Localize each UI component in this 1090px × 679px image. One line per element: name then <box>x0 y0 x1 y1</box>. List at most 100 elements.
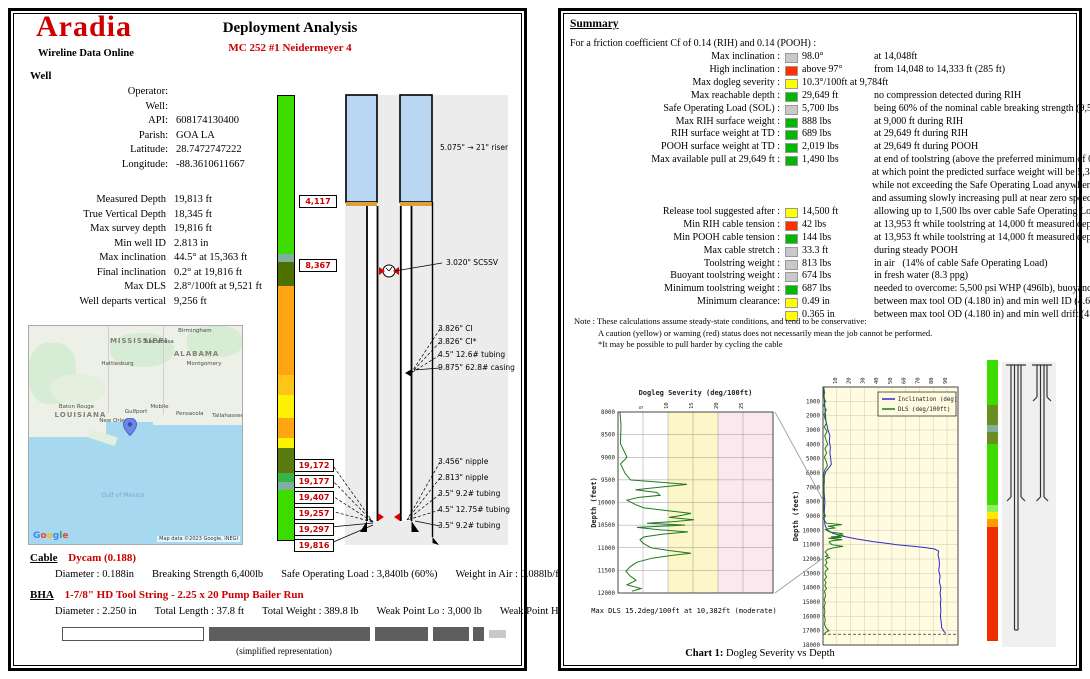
severity-colorbar-small <box>987 360 998 641</box>
summary-row-value: above 97° <box>802 63 843 75</box>
cable-heading-label: Cable <box>30 552 58 564</box>
svg-text:70: 70 <box>915 377 921 384</box>
summary-row-label: Release tool suggested after : <box>662 205 780 217</box>
severity-segment <box>278 438 294 449</box>
status-swatch <box>785 91 798 102</box>
summary-row-desc: at 13,953 ft while toolstring at 14,000 … <box>874 218 1090 230</box>
svg-text:9000: 9000 <box>806 514 820 520</box>
google-logo[interactable]: Google <box>33 531 69 541</box>
summary-row-value: 14,500 ft <box>802 205 839 217</box>
svg-text:17000: 17000 <box>803 629 821 635</box>
map-label-state: LOUISIANA <box>54 411 107 420</box>
summary-row-label: Toolstring weight : <box>704 257 780 269</box>
info-label: Measured Depth <box>96 194 166 205</box>
info-row: Parish: GOA LA <box>30 129 245 144</box>
summary-row-value: 29,649 ft <box>802 89 839 101</box>
toolstring-caption: (simplified representation) <box>236 646 332 656</box>
summary-row-label: Max cable stretch : <box>703 244 780 256</box>
info-value: 0.2° at 19,816 ft <box>174 266 243 278</box>
completion-annotation: 3.826" CI* <box>438 337 477 346</box>
severity-segment <box>278 285 294 376</box>
summary-row-value: 2,019 lbs <box>802 141 839 153</box>
svg-text:Inclination (deg): Inclination (deg) <box>898 397 957 403</box>
status-swatch <box>785 298 798 309</box>
spec-item: Weak Point Hi : 3,200 lb <box>499 606 605 617</box>
summary-row: Max cable stretch : 33.3 ft during steady … <box>568 245 1080 258</box>
scssv-valve-mark <box>388 266 393 272</box>
summary-row-desc: needed to overcome: 5,500 psi WHP (496lb… <box>874 283 1090 295</box>
svg-text:DLS (deg/100ft): DLS (deg/100ft) <box>898 407 950 413</box>
map-louisiana-coast <box>29 417 106 438</box>
svg-text:10000: 10000 <box>803 528 821 534</box>
svg-text:11000: 11000 <box>598 546 616 552</box>
summary-row-value: 10.3°/100ft at 9,784ft <box>802 76 889 88</box>
spec-item: Total Weight : 389.8 lb <box>262 606 359 617</box>
info-label: Max DLS <box>124 281 166 292</box>
summary-row-label: RIH surface weight at TD : <box>671 128 780 140</box>
svg-text:25: 25 <box>739 402 745 409</box>
depth-marker-box: 19,816 <box>294 539 334 552</box>
riser-annotation: 5.075" → 21" riser <box>440 143 509 152</box>
scssv-leader-line <box>394 262 443 272</box>
status-swatch <box>785 104 798 115</box>
status-swatch <box>785 285 798 296</box>
summary-row: Max inclination : 98.0° at 14,048ft <box>568 51 1080 64</box>
summary-intro: For a friction coefficient Cf of 0.14 (R… <box>570 38 817 49</box>
summary-row: Max RIH surface weight : 888 lbs at 9,000 … <box>568 116 1080 129</box>
map-label-water: Gulf of Mexico <box>101 491 145 499</box>
summary-row: Min RIH cable tension : 42 lbs at 13,953 f… <box>568 218 1090 232</box>
status-swatch <box>785 65 798 76</box>
info-label: Final inclination <box>96 266 166 278</box>
completion-annotation: 3.5" 9.2# tubing <box>438 521 501 530</box>
location-map[interactable]: MISSISSIPPI ALABAMA LOUISIANA Birmingham Tus… <box>28 325 243 545</box>
summary-row-label: Min POOH cable tension : <box>673 231 780 243</box>
info-row: Max survey depth 19,816 ft <box>14 222 262 237</box>
severity-segment <box>278 262 294 286</box>
toolstring-segment-dark <box>472 627 485 641</box>
map-pin-icon[interactable] <box>122 417 137 436</box>
svg-text:16000: 16000 <box>803 614 821 620</box>
svg-text:Depth (feet): Depth (feet) <box>590 477 598 528</box>
severity-segment <box>987 424 998 432</box>
summary-row: 0.365 in between max tool OD (4.180 in) a… <box>568 309 1090 322</box>
toolstring-segment-light <box>488 630 507 638</box>
summary-row-value: 5,700 lbs <box>802 102 839 114</box>
summary-row-desc: in fresh water (8.3 ppg) <box>874 270 969 282</box>
status-swatch <box>785 78 798 89</box>
summary-row-value: 144 lbs <box>802 231 832 243</box>
svg-text:8000: 8000 <box>806 500 820 506</box>
map-label-city: Baton Rouge <box>58 404 95 411</box>
svg-text:10: 10 <box>664 402 670 409</box>
map-terrain-patch <box>109 332 174 368</box>
summary-row-label: Min RIH cable tension : <box>683 218 780 230</box>
summary-row-label: Max dogleg severity : <box>692 76 780 88</box>
company-tagline: Wireline Data Online <box>38 48 134 59</box>
map-label-state: ALABAMA <box>173 349 220 358</box>
leader-line <box>406 461 441 521</box>
map-label-city: New Orleans <box>99 417 135 424</box>
info-value: 19,816 ft <box>174 223 212 234</box>
svg-text:6000: 6000 <box>806 471 820 477</box>
svg-text:18000: 18000 <box>803 643 821 649</box>
summary-row-label: Max reachable depth : <box>690 89 780 101</box>
svg-text:2000: 2000 <box>806 414 820 420</box>
info-value: 2.813 in <box>174 237 209 249</box>
severity-segment <box>278 481 294 490</box>
svg-text:10500: 10500 <box>598 523 616 529</box>
severity-segment <box>987 360 998 405</box>
summary-row: Minimum clearance: 0.49 in between max too… <box>568 296 1090 309</box>
info-row: Measured Depth 19,813 ft <box>14 193 262 208</box>
severity-segment <box>987 444 998 505</box>
svg-text:5: 5 <box>639 406 645 409</box>
summary-row-value: 888 lbs <box>802 115 832 127</box>
svg-text:11000: 11000 <box>803 543 821 549</box>
summary-row-value: 1,490 lbs <box>802 154 839 166</box>
map-terrain-patch <box>186 326 242 357</box>
spec-item: Safe Operating Load : 3,840lb (60%) <box>281 569 438 580</box>
well-info-list: Operator: Well: API: 608174130400 Parish: GOA… <box>30 85 245 172</box>
status-swatch <box>785 117 798 128</box>
svg-text:30: 30 <box>860 377 866 384</box>
summary-row: Toolstring weight : 813 lbs in air (14% of… <box>568 258 1080 271</box>
toolstring-segment-dark <box>208 627 371 641</box>
summary-row-desc: from 14,048 to 14,333 ft (285 ft) <box>874 63 1006 75</box>
